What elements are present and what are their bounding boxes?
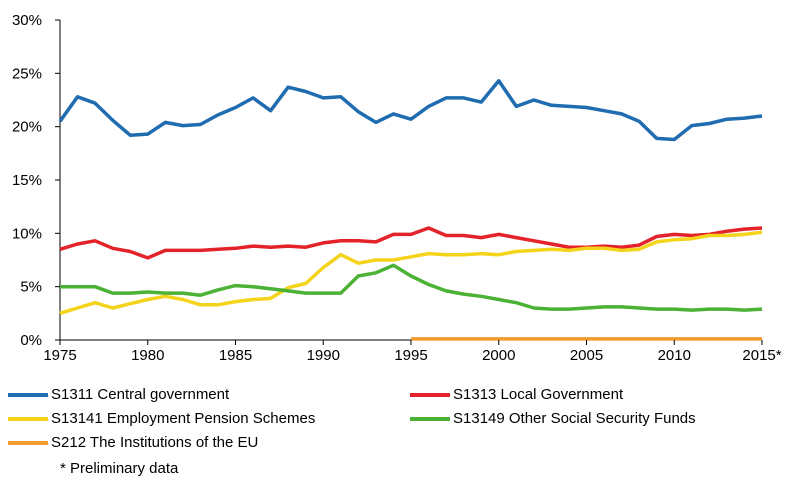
series-line-s13141-employment-pension-schemes [59,230,763,315]
x-tick-label: 1985 [219,347,252,364]
x-tick-label: 1975 [43,347,76,364]
x-tick-label: 2000 [482,347,515,364]
legend-label-local-government: S1313 Local Government [453,386,624,403]
series-line-s1311-central-government [58,79,763,142]
legend-label-eu-institutions: S212 The Institutions of the EU [51,434,259,451]
series-line-s1313-local-government [59,226,763,260]
legend-item-other-social-security: S13149 Other Social Security Funds [410,410,696,427]
y-tick-label: 10% [12,225,42,242]
footnote: * Preliminary data [60,460,179,477]
legend-swatch-employment-pension [8,416,48,421]
chart-series [58,79,763,341]
legend-item-eu-institutions: S212 The Institutions of the EU [8,434,258,451]
legend-item-employment-pension: S13141 Employment Pension Schemes [8,410,315,427]
y-tick-label: 25% [12,65,42,82]
x-tick-label: 1995 [394,347,427,364]
legend-item-local-government: S1313 Local Government [410,386,623,403]
x-tick-label: 2010 [658,347,691,364]
x-tick-label: 2005 [570,347,603,364]
y-tick-label: 0% [20,332,42,349]
y-tick-label: 15% [12,172,42,189]
series-line-s13149-other-social-security-funds [60,263,763,312]
legend-swatch-eu-institutions [8,440,48,445]
line-chart: 1975 1980 1985 1990 1995 2000 2005 2010 2015* 0%… [12,12,782,364]
x-axis-ticks: 1975 1980 1985 1990 1995 2000 2005 2010 2015* [43,340,782,364]
x-tick-label: 2015* [742,347,781,364]
y-tick-label: 20% [12,119,42,136]
x-tick-label: 1990 [307,347,340,364]
legend-item-central-government: S1311 Central government [8,386,229,403]
legend-swatch-central-government [8,392,48,397]
y-axis-ticks: 0% 5% 10% 15% 20% 25% 30% [12,12,60,349]
legend-label-other-social-security: S13149 Other Social Security Funds [453,410,696,427]
x-tick-label: 1980 [131,347,164,364]
legend-swatch-other-social-security [410,416,450,421]
legend-swatch-local-government [410,392,450,397]
y-tick-label: 30% [12,12,42,29]
y-tick-label: 5% [20,279,42,296]
chart-legend: S1311 Central government S1313 Local Gov… [0,380,785,488]
legend-label-employment-pension: S13141 Employment Pension Schemes [51,410,316,427]
legend-label-central-government: S1311 Central government [51,386,230,403]
